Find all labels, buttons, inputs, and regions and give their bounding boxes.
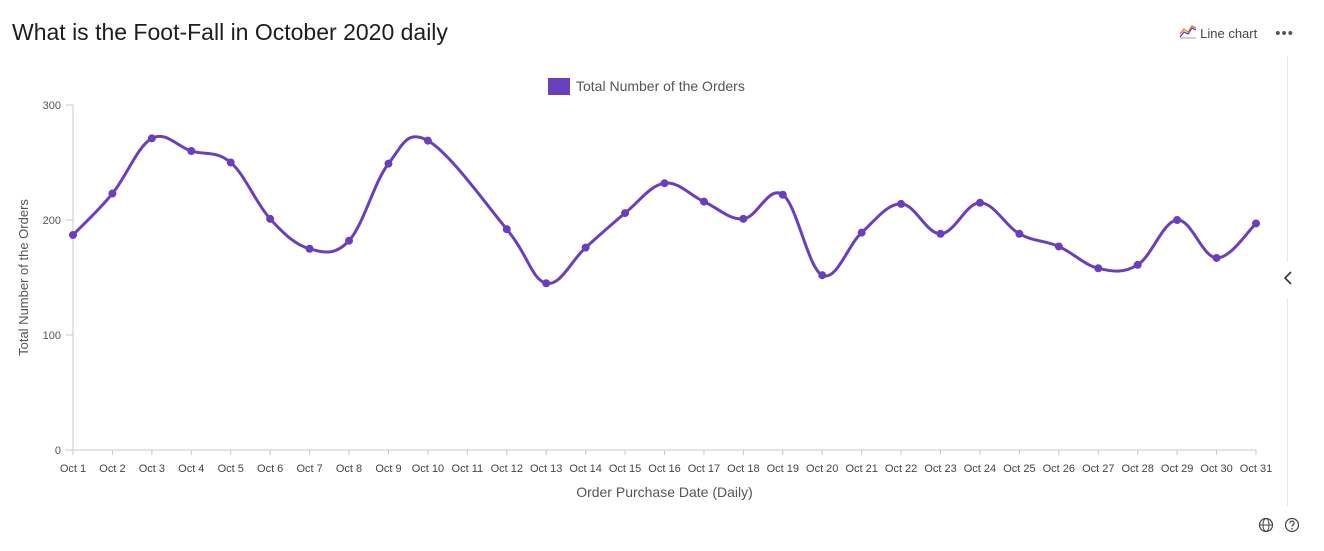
x-tick-label: Oct 29 bbox=[1161, 463, 1193, 475]
data-point[interactable] bbox=[1212, 253, 1221, 262]
data-points bbox=[69, 134, 1260, 288]
x-tick-label: Oct 17 bbox=[688, 463, 720, 475]
x-tick-label: Oct 8 bbox=[336, 463, 362, 475]
data-point[interactable] bbox=[660, 179, 669, 188]
data-point[interactable] bbox=[1015, 229, 1024, 238]
x-tick-label: Oct 21 bbox=[845, 463, 877, 475]
x-tick-label: Oct 27 bbox=[1082, 463, 1114, 475]
x-tick-label: Oct 10 bbox=[412, 463, 444, 475]
legend-swatch bbox=[548, 78, 570, 95]
x-tick-label: Oct 7 bbox=[296, 463, 322, 475]
x-tick-label: Oct 20 bbox=[806, 463, 838, 475]
globe-icon[interactable] bbox=[1258, 517, 1274, 533]
data-point[interactable] bbox=[936, 229, 945, 238]
page-title: What is the Foot-Fall in October 2020 da… bbox=[12, 19, 448, 45]
x-tick-label: Oct 9 bbox=[375, 463, 401, 475]
data-point[interactable] bbox=[778, 190, 787, 199]
x-tick-label: Oct 2 bbox=[99, 463, 125, 475]
data-point[interactable] bbox=[345, 236, 354, 245]
x-tick-label: Oct 14 bbox=[569, 463, 601, 475]
x-tick-label: Oct 3 bbox=[139, 463, 165, 475]
data-point[interactable] bbox=[266, 214, 275, 223]
data-point[interactable] bbox=[542, 279, 551, 288]
x-tick-label: Oct 11 bbox=[452, 463, 484, 475]
x-tick-label: Oct 4 bbox=[178, 463, 204, 475]
chart-toolbar: Line chart ••• bbox=[1179, 25, 1294, 42]
y-tick-label: 0 bbox=[55, 445, 61, 457]
data-point[interactable] bbox=[502, 225, 511, 234]
data-point[interactable] bbox=[305, 244, 314, 253]
x-tick-label: Oct 5 bbox=[218, 463, 244, 475]
data-point[interactable] bbox=[699, 197, 708, 206]
x-tick-label: Oct 22 bbox=[885, 463, 917, 475]
footer-icons bbox=[1258, 517, 1300, 533]
x-tick-label: Oct 12 bbox=[491, 463, 523, 475]
data-point[interactable] bbox=[975, 198, 984, 207]
x-tick-label: Oct 16 bbox=[648, 463, 680, 475]
y-tick-label: 100 bbox=[43, 330, 61, 342]
data-point[interactable] bbox=[1094, 264, 1103, 273]
x-tick-label: Oct 6 bbox=[257, 463, 283, 475]
data-point[interactable] bbox=[69, 230, 77, 239]
x-tick-label: Oct 28 bbox=[1121, 463, 1153, 475]
x-tick-label: Oct 18 bbox=[727, 463, 759, 475]
data-point[interactable] bbox=[108, 189, 117, 198]
data-point[interactable] bbox=[581, 243, 590, 252]
y-axis-label: Total Number of the Orders bbox=[16, 199, 31, 356]
data-point[interactable] bbox=[1173, 216, 1182, 224]
data-point[interactable] bbox=[423, 136, 432, 145]
data-point[interactable] bbox=[226, 158, 235, 167]
y-tick-label: 200 bbox=[43, 215, 61, 227]
series-line bbox=[71, 134, 1258, 285]
data-point[interactable] bbox=[621, 209, 630, 218]
legend-label: Total Number of the Orders bbox=[576, 78, 745, 94]
data-point[interactable] bbox=[897, 199, 906, 208]
x-tick-label: Oct 30 bbox=[1200, 463, 1232, 475]
y-tick-label: 300 bbox=[43, 100, 61, 112]
x-axis-label: Order Purchase Date (Daily) bbox=[576, 484, 753, 500]
chart-type-button[interactable]: Line chart bbox=[1179, 25, 1257, 42]
x-tick-label: Oct 31 bbox=[1240, 463, 1272, 475]
data-point[interactable] bbox=[187, 147, 196, 155]
chevron-left-icon bbox=[1283, 270, 1293, 290]
x-axis-ticks: Oct 1 Oct 2 Oct 3 Oct 4 Oct 5 Oct 6 Oct 7 Oct 8… bbox=[60, 450, 1272, 475]
collapse-panel-button[interactable] bbox=[1276, 262, 1300, 298]
data-point[interactable] bbox=[384, 159, 393, 168]
chart-type-label: Line chart bbox=[1200, 26, 1258, 41]
data-point[interactable] bbox=[147, 134, 156, 143]
x-tick-label: Oct 23 bbox=[924, 463, 956, 475]
x-tick-label: Oct 24 bbox=[964, 463, 996, 475]
x-tick-label: Oct 13 bbox=[530, 463, 562, 475]
x-tick-label: Oct 25 bbox=[1003, 463, 1035, 475]
data-point[interactable] bbox=[818, 271, 827, 280]
x-tick-label: Oct 15 bbox=[609, 463, 641, 475]
data-point[interactable] bbox=[857, 228, 866, 237]
line-chart-icon bbox=[1179, 25, 1197, 42]
help-icon[interactable] bbox=[1284, 517, 1300, 533]
x-tick-label: Oct 26 bbox=[1043, 463, 1075, 475]
legend[interactable]: Total Number of the Orders bbox=[548, 78, 745, 95]
y-axis-ticks: 0 100 200 300 bbox=[43, 100, 73, 457]
x-tick-label: Oct 1 bbox=[60, 463, 86, 475]
more-options-button[interactable]: ••• bbox=[1275, 25, 1294, 42]
data-point[interactable] bbox=[739, 214, 748, 223]
data-point[interactable] bbox=[1054, 242, 1063, 251]
x-tick-label: Oct 19 bbox=[767, 463, 799, 475]
data-point[interactable] bbox=[1133, 260, 1142, 269]
data-point[interactable] bbox=[1252, 219, 1260, 228]
